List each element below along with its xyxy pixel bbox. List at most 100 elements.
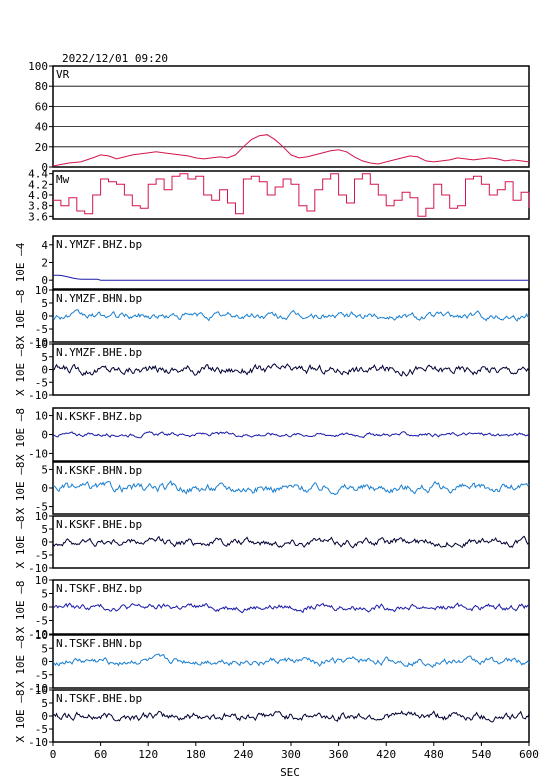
x-tick-label: 0 [50, 748, 57, 761]
y-tick-label: 4 [41, 239, 48, 252]
y-axis-label: X 10E –8 [14, 462, 27, 515]
y-axis-label: X 10E –8 [14, 343, 27, 396]
trace-ymzf-n [52, 309, 529, 322]
y-tick-label: 0 [41, 310, 48, 323]
y-tick-label: 10 [35, 284, 48, 297]
panel-mw: 3.63.84.04.24.4 Mw [28, 168, 530, 223]
y-axis-label: X 10E –8 [14, 581, 27, 634]
y-tick-label: 4.4 [28, 168, 48, 181]
panel-frame [52, 65, 530, 168]
panel-ymzf-z: 0 2 4 N.YMZF.BHZ.bp 10E –4 [14, 235, 530, 290]
y-axis-label: X 10E –8 [14, 635, 27, 688]
y-tick-label: 3.8 [28, 200, 48, 213]
y-tick-label: 5 [41, 642, 48, 655]
panel-label: N.KSKF.BHZ.bp [56, 410, 142, 423]
panel-label: N.KSKF.BHN.bp [56, 464, 142, 477]
y-tick-label: -10 [28, 389, 48, 402]
y-tick-label: -5 [35, 501, 48, 514]
x-tick-label: 180 [186, 748, 206, 761]
y-tick-label: 10 [35, 684, 48, 697]
trace-ymzf-z [52, 274, 529, 281]
panel-label: N.TSKF.BHE.bp [56, 692, 142, 705]
x-tick-label: 360 [329, 748, 349, 761]
y-tick-label: -5 [35, 723, 48, 736]
x-axis: 0 60 120 180 240 300 360 420 480 540 600 [50, 742, 539, 761]
trace-tskf-e [52, 710, 530, 723]
y-tick-label: -10 [28, 628, 48, 641]
panel-label: N.TSKF.BHN.bp [56, 637, 142, 650]
trace-ymzf-e [52, 363, 530, 377]
y-tick-label: -10 [28, 736, 48, 749]
y-axis-label: X 10E –8 [14, 408, 27, 461]
y-tick-label: 5 [41, 351, 48, 364]
y-tick-label: 20 [35, 141, 48, 154]
y-tick-label: 0 [41, 601, 48, 614]
y-tick-label: 100 [28, 60, 48, 73]
y-tick-label: -5 [35, 376, 48, 389]
y-tick-label: -5 [35, 615, 48, 628]
y-tick-label: 80 [35, 80, 48, 93]
panel-vr: 0 20 40 60 80 100 VR [28, 60, 530, 174]
y-tick-label: 10 [35, 338, 48, 351]
y-tick-label: -5 [35, 323, 48, 336]
trace-kskf-z [52, 430, 530, 439]
y-tick-label: -10 [28, 562, 48, 575]
y-tick-label: 4.0 [28, 189, 48, 202]
y-tick-label: 4.2 [28, 178, 48, 191]
y-tick-label: 2 [41, 257, 48, 270]
y-tick-label: 0 [41, 274, 48, 287]
y-tick-label: -5 [35, 669, 48, 682]
panel-label: N.YMZF.BHE.bp [56, 346, 142, 359]
y-axis-label: 10E –4 [14, 242, 27, 282]
y-tick-label: 3.6 [28, 210, 48, 223]
x-tick-label: 240 [233, 748, 253, 761]
x-tick-label: 420 [376, 748, 396, 761]
datetime-label: 2022/12/01 09:20 [62, 52, 168, 65]
y-axis-label: X 10E –8 [14, 290, 27, 343]
panel-kskf-n: -5 0 5 N.KSKF.BHN.bp X 10E –8 [14, 461, 530, 515]
x-axis-label: SEC [280, 766, 300, 779]
y-tick-label: 5 [41, 297, 48, 310]
y-tick-label: 0 [41, 536, 48, 549]
y-axis-label: X 10E –8 [14, 516, 27, 569]
y-tick-label: -10 [28, 682, 48, 695]
y-tick-label: 10 [35, 410, 48, 423]
trace-mw [53, 173, 530, 217]
y-tick-label: 5 [41, 523, 48, 536]
x-tick-label: 480 [424, 748, 444, 761]
panel-label: Mw [56, 173, 70, 186]
panel-label: N.YMZF.BHN.bp [56, 292, 142, 305]
panel-label: VR [56, 68, 70, 81]
y-tick-label: 60 [35, 100, 48, 113]
y-tick-label: 0 [41, 429, 48, 442]
panel-label: N.KSKF.BHE.bp [56, 518, 142, 531]
y-tick-label: 0 [41, 482, 48, 495]
trace-kskf-n [53, 480, 530, 496]
y-axis-label: X 10E –8 [14, 690, 27, 743]
x-tick-label: 300 [281, 748, 301, 761]
panel-kskf-z: -10 0 10 N.KSKF.BHZ.bp X 10E –8 [14, 407, 530, 462]
y-tick-label: 10 [35, 510, 48, 523]
y-tick-label: 40 [35, 121, 48, 134]
trace-tskf-n [52, 653, 530, 668]
x-tick-label: 120 [138, 748, 158, 761]
y-tick-label: 0 [41, 364, 48, 377]
y-tick-label: 10 [35, 629, 48, 642]
y-tick-label: 0 [41, 161, 48, 174]
x-tick-label: 600 [519, 748, 539, 761]
trace-kskf-e [52, 535, 530, 549]
panel-label: N.TSKF.BHZ.bp [56, 582, 142, 595]
y-tick-label: 0 [41, 710, 48, 723]
y-tick-label: -10 [28, 447, 48, 460]
y-tick-label: 5 [41, 697, 48, 710]
x-tick-label: 60 [94, 748, 107, 761]
trace-tskf-z [52, 602, 530, 614]
panel-label: N.YMZF.BHZ.bp [56, 238, 142, 251]
y-tick-label: 0 [41, 656, 48, 669]
